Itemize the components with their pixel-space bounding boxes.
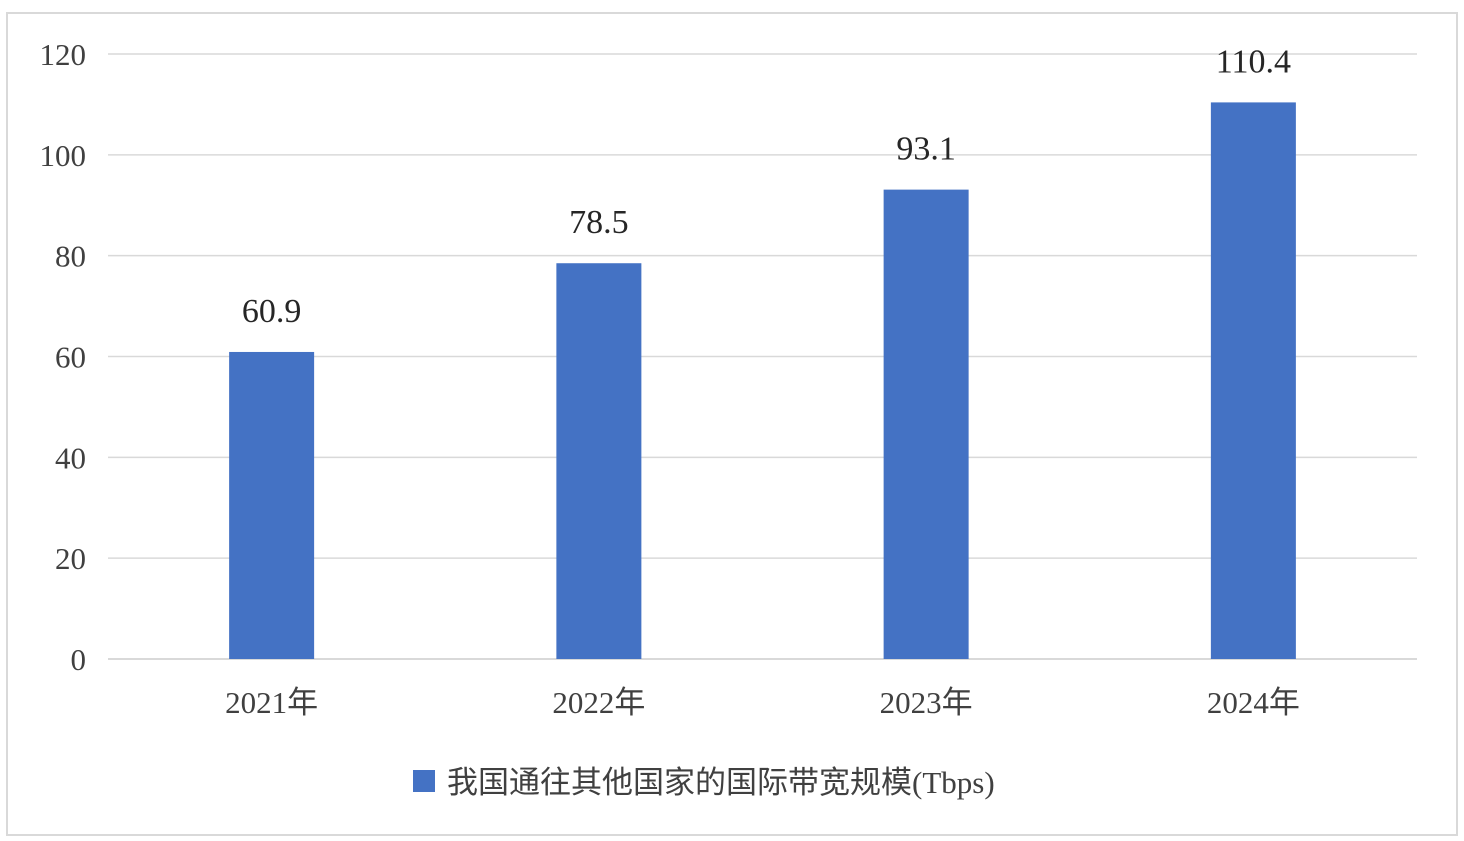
y-axis-ticks: 0 20 40 60 80 100 120 — [40, 37, 87, 677]
data-label: 93.1 — [896, 131, 956, 168]
y-tick-label: 80 — [55, 239, 86, 274]
y-tick-label: 60 — [55, 340, 86, 375]
gridlines — [108, 53, 1417, 660]
y-tick-label: 120 — [40, 37, 87, 72]
bar — [1210, 102, 1296, 659]
data-label: 78.5 — [569, 204, 629, 241]
y-tick-label: 100 — [40, 138, 87, 173]
data-label: 60.9 — [242, 293, 302, 330]
x-tick-label: 2024年 — [1207, 685, 1300, 720]
data-labels: 60.9 78.5 93.1 110.4 — [242, 43, 1291, 330]
legend-swatch — [413, 770, 435, 792]
data-label: 110.4 — [1216, 43, 1291, 80]
y-tick-label: 0 — [71, 642, 87, 677]
bar — [556, 263, 642, 659]
bar — [883, 189, 969, 659]
y-tick-label: 40 — [55, 440, 86, 475]
bars — [229, 102, 1296, 659]
legend: 我国通往其他国家的国际带宽规模(Tbps) — [413, 765, 995, 800]
x-axis-ticks: 2021年 2022年 2023年 2024年 — [225, 685, 1300, 720]
bar — [229, 351, 315, 659]
x-tick-label: 2022年 — [552, 685, 645, 720]
y-tick-label: 20 — [55, 541, 86, 576]
x-tick-label: 2021年 — [225, 685, 318, 720]
x-tick-label: 2023年 — [880, 685, 973, 720]
legend-label: 我国通往其他国家的国际带宽规模(Tbps) — [447, 765, 995, 800]
